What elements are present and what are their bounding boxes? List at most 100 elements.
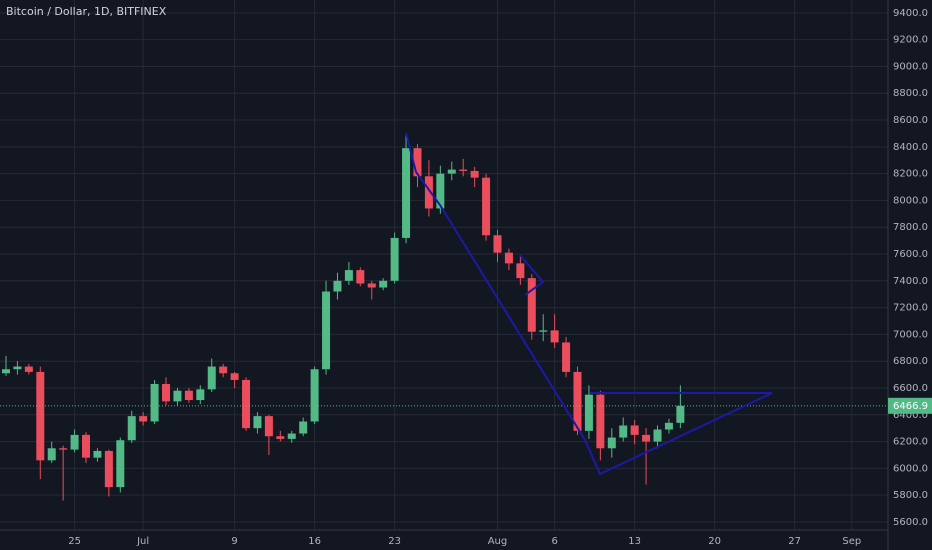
y-tick-label: 7200.0 [893, 303, 928, 314]
candle-body [219, 366, 228, 374]
candle-body [36, 371, 45, 461]
candle-body [607, 437, 616, 449]
candle-body [596, 394, 605, 449]
candle-body [333, 280, 342, 292]
y-tick-label: 7800.0 [893, 222, 928, 233]
candle-body [150, 383, 159, 422]
x-tick-label: 16 [308, 536, 321, 547]
y-tick-label: 8600.0 [893, 115, 928, 126]
axes: 5600.05800.06000.06200.06400.06600.06800… [68, 8, 932, 547]
y-tick-label: 8200.0 [893, 169, 928, 180]
candle-body [47, 448, 56, 461]
candle-body [676, 405, 685, 423]
y-tick-label: 6400.0 [893, 410, 928, 421]
x-tick-label: 20 [708, 536, 721, 547]
candle-body [504, 252, 513, 264]
trend-drawing [519, 254, 545, 296]
candle-body [664, 422, 673, 430]
y-tick-label: 7000.0 [893, 329, 928, 340]
candle-body [470, 170, 479, 178]
candle-body [539, 330, 548, 332]
candle-body [322, 291, 331, 370]
candle-body [162, 383, 171, 402]
candle-body [619, 425, 628, 438]
candle-body [13, 366, 22, 370]
candle-body [116, 440, 125, 488]
candle-body [207, 366, 216, 390]
candle-body [139, 416, 148, 422]
candles [0, 133, 888, 501]
candle-body [2, 369, 10, 374]
y-tick-label: 6800.0 [893, 356, 928, 367]
y-tick-label: 6600.0 [893, 383, 928, 394]
x-tick-label: 23 [388, 536, 401, 547]
y-tick-label: 8400.0 [893, 142, 928, 153]
candle-body [104, 450, 113, 488]
x-tick-label: 25 [68, 536, 81, 547]
y-tick-label: 9400.0 [893, 8, 928, 19]
y-tick-label: 7600.0 [893, 249, 928, 260]
candle-body [436, 173, 445, 209]
y-tick-label: 6000.0 [893, 463, 928, 474]
candle-body [344, 270, 353, 281]
drawings [405, 132, 773, 476]
candle-body [424, 176, 433, 209]
candle-body [93, 450, 102, 458]
candle-body [653, 429, 662, 442]
candle-body [299, 421, 308, 434]
candle-body [550, 330, 559, 343]
y-tick-label: 9000.0 [893, 61, 928, 72]
x-tick-label: 27 [788, 536, 801, 547]
candle-body [242, 379, 251, 429]
x-tick-label: Sep [842, 536, 861, 547]
x-tick-label: 9 [231, 536, 237, 547]
chart-title: Bitcoin / Dollar, 1D, BITFINEX [6, 5, 167, 18]
candle-body [367, 283, 376, 288]
candle-body [230, 373, 239, 380]
candle-body [82, 434, 91, 458]
y-tick-label: 9200.0 [893, 35, 928, 46]
candle-body [276, 436, 285, 439]
candle-body [264, 416, 273, 437]
candle-body [584, 394, 593, 431]
candle-body [516, 263, 525, 279]
y-tick-label: 6200.0 [893, 437, 928, 448]
last-price-label: 6466.9 [893, 401, 928, 412]
y-tick-label: 5600.0 [893, 517, 928, 528]
x-tick-label: 13 [628, 536, 641, 547]
candle-body [70, 434, 79, 450]
y-tick-label: 5800.0 [893, 490, 928, 501]
candle-body [447, 169, 456, 174]
candle-body [493, 235, 502, 253]
x-tick-label: Aug [488, 536, 508, 547]
last-price-box [888, 397, 932, 414]
candle-body [482, 177, 491, 236]
y-tick-label: 8800.0 [893, 88, 928, 99]
y-tick-label: 8000.0 [893, 195, 928, 206]
candle-body [527, 278, 536, 332]
candle-body [127, 416, 136, 441]
candle-body [573, 371, 582, 431]
x-tick-label: 6 [551, 536, 557, 547]
candle-body [24, 366, 33, 372]
candle-body [356, 270, 365, 284]
candle-body [379, 280, 388, 288]
candle-body [390, 237, 399, 281]
candle-body [253, 416, 262, 429]
candle-body [196, 389, 205, 401]
candle-body [562, 342, 571, 372]
y-tick-label: 7400.0 [893, 276, 928, 287]
candle-body [413, 148, 422, 177]
x-tick-label: Jul [136, 536, 149, 547]
candle-body [459, 169, 468, 171]
candle-body [630, 425, 639, 435]
candle-body [402, 148, 411, 238]
candle-body [184, 390, 193, 401]
candle-body [642, 434, 651, 442]
candle-body [287, 433, 296, 439]
trend-drawing [405, 132, 773, 476]
candle-body [59, 448, 68, 450]
